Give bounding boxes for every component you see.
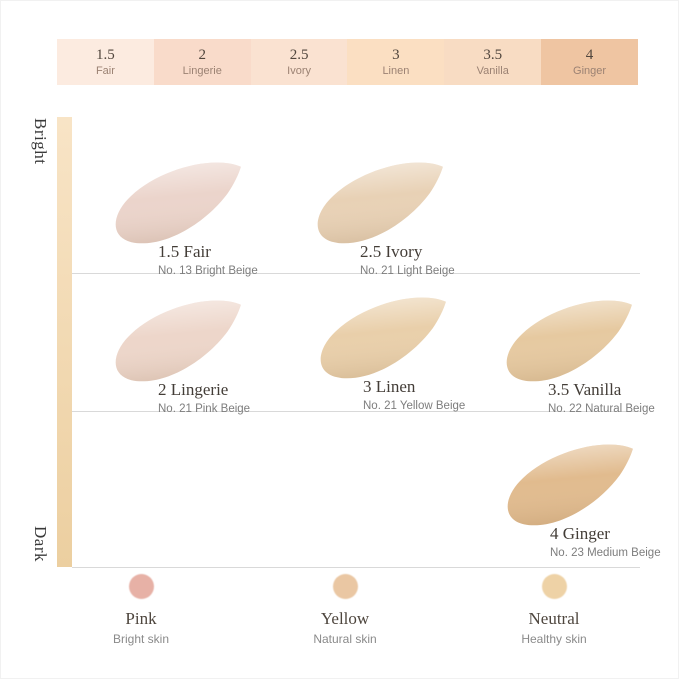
swatch-card-vanilla: 3.5 Vanilla No. 22 Natural Beige	[488, 296, 679, 416]
legend-item-neutral: Neutral Healthy skin	[484, 574, 624, 646]
legend-subtitle: Natural skin	[313, 632, 377, 646]
swatch-title: 2.5 Ivory	[360, 242, 423, 261]
swatch-title: 4 Ginger	[550, 524, 610, 543]
shade-name: Lingerie	[182, 64, 222, 77]
palette-swatch-fair: 1.5 Fair	[57, 39, 154, 85]
smear-swatch	[317, 162, 443, 244]
shade-name: Ginger	[573, 64, 607, 77]
swatch-card-ivory: 2.5 Ivory No. 21 Light Beige	[300, 158, 510, 278]
swatch-title: 3 Linen	[363, 377, 416, 396]
shade-number: 3.5	[483, 46, 503, 63]
dark-label: Dark	[31, 526, 50, 562]
row-divider	[72, 273, 640, 274]
palette-swatch-ginger: 4 Ginger	[541, 39, 638, 85]
swatch-subtitle: No. 22 Natural Beige	[548, 402, 655, 415]
row-divider	[72, 567, 640, 568]
legend-subtitle: Healthy skin	[521, 632, 587, 646]
shade-number: 2	[198, 46, 206, 63]
brightness-scale-bar	[57, 117, 72, 567]
shade-number: 1.5	[96, 46, 115, 63]
palette-swatch-lingerie: 2 Lingerie	[153, 39, 251, 85]
swatch-title: 1.5 Fair	[158, 242, 211, 261]
legend-title: Pink	[125, 609, 157, 628]
smear-swatch	[115, 300, 241, 382]
swatch-title: 3.5 Vanilla	[548, 380, 622, 399]
legend-subtitle: Bright skin	[112, 632, 170, 646]
smear-swatch	[115, 162, 241, 244]
shade-number: 2.5	[289, 46, 309, 63]
swatch-subtitle: No. 23 Medium Beige	[550, 546, 661, 559]
swatch-card-lingerie: 2 Lingerie No. 21 Pink Beige	[98, 296, 308, 416]
shade-palette-bar: 1.5 Fair 2 Lingerie 2.5 Ivory 3 Linen 3.…	[57, 39, 638, 85]
swatch-title: 2 Lingerie	[158, 380, 229, 399]
smear-swatch	[320, 297, 446, 379]
pink-tone-dot	[128, 574, 154, 599]
swatch-card-fair: 1.5 Fair No. 13 Bright Beige	[98, 158, 308, 278]
shade-name: Ivory	[287, 64, 311, 77]
yellow-tone-dot	[332, 574, 358, 599]
shade-name: Linen	[382, 64, 410, 77]
legend-title: Neutral	[528, 609, 580, 628]
palette-swatch-vanilla: 3.5 Vanilla	[444, 39, 542, 85]
smear-swatch	[506, 300, 632, 382]
neutral-tone-dot	[541, 574, 567, 599]
legend-item-pink: Pink Bright skin	[71, 574, 211, 646]
shade-name: Fair	[95, 64, 115, 77]
swatch-subtitle: No. 21 Yellow Beige	[363, 399, 466, 412]
smear-swatch	[507, 444, 633, 526]
swatch-card-linen: 3 Linen No. 21 Yellow Beige	[303, 293, 513, 413]
swatch-subtitle: No. 13 Bright Beige	[158, 264, 258, 277]
swatch-subtitle: No. 21 Pink Beige	[158, 402, 251, 415]
shade-number: 3	[392, 46, 400, 63]
shade-name: Vanilla	[476, 64, 509, 77]
swatch-card-ginger: 4 Ginger No. 23 Medium Beige	[490, 440, 679, 560]
legend-item-yellow: Yellow Natural skin	[275, 574, 415, 646]
shade-number: 4	[585, 46, 594, 63]
swatch-subtitle: No. 21 Light Beige	[360, 264, 455, 277]
palette-swatch-linen: 3 Linen	[347, 39, 445, 85]
row-divider	[72, 411, 640, 412]
bright-label: Bright	[31, 118, 50, 165]
legend-title: Yellow	[320, 609, 370, 628]
palette-swatch-ivory: 2.5 Ivory	[250, 39, 348, 85]
